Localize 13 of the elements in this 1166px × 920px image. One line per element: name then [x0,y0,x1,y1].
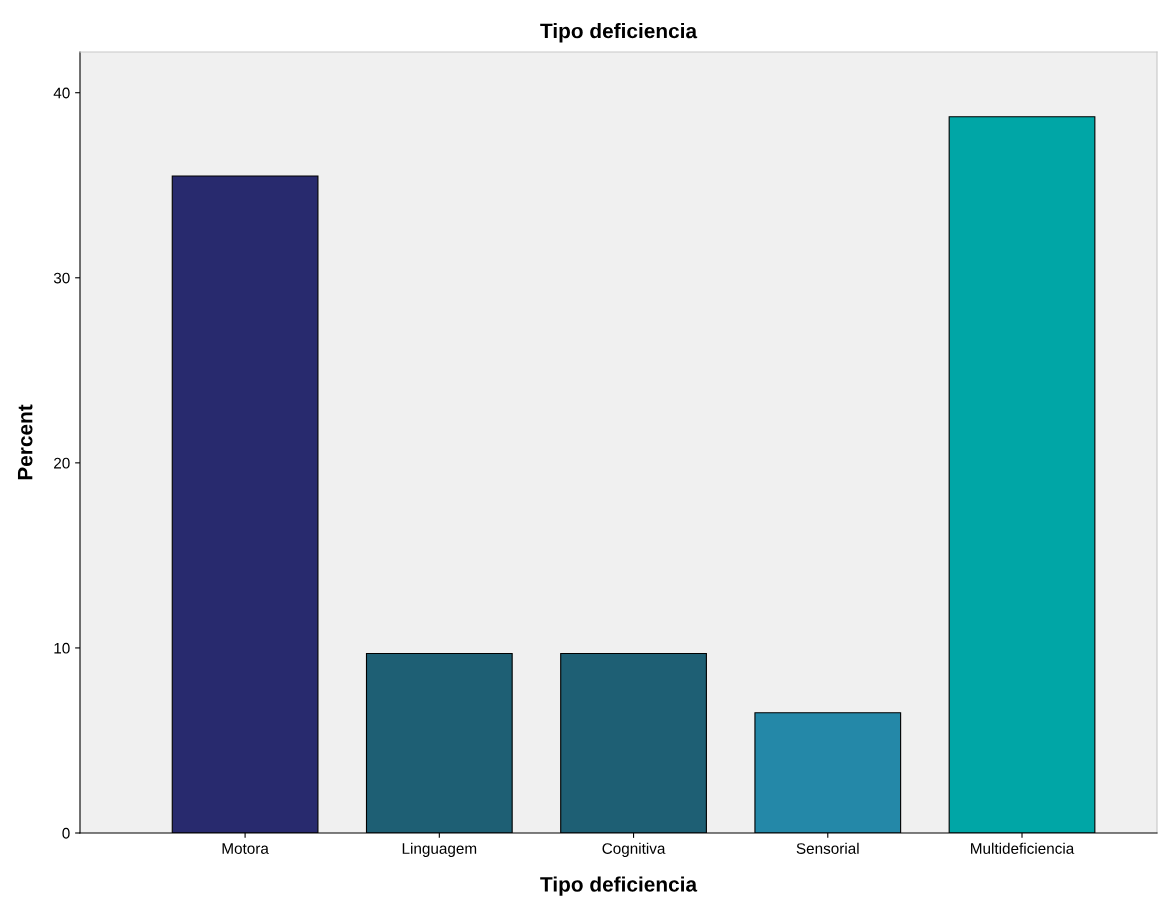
chart-title: Tipo deficiencia [540,23,698,43]
y-axis-title: Percent [17,404,33,480]
x-tick-label: Sensorial [796,842,859,854]
x-tick-label: Motora [222,843,269,854]
x-axis-title: Tipo deficiencia [540,876,698,896]
x-tick-label: Multideficiencia [971,842,1075,854]
x-tick-label: Linguagem [402,842,477,857]
y-tick-label: 40 [53,87,70,99]
x-tick-label: Cognitiva [602,842,666,857]
y-tick-label: 0 [62,827,70,839]
y-tick-label: 10 [54,642,70,654]
y-tick-label: 30 [53,272,70,284]
y-tick-label: 20 [54,457,70,469]
